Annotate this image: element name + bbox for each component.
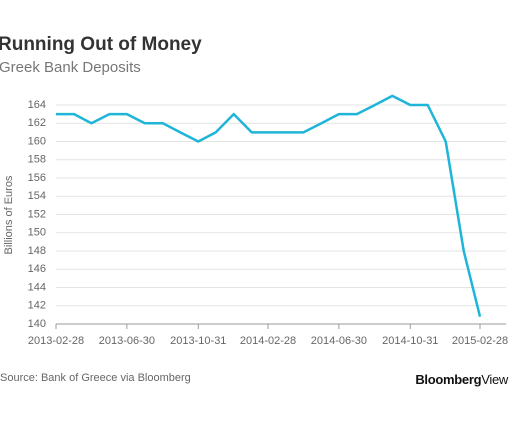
y-tick-label: 160 — [28, 135, 46, 147]
y-tick-label: 140 — [28, 318, 46, 330]
y-tick-label: 162 — [28, 117, 46, 129]
y-axis-label: Billions of Euros — [3, 175, 15, 254]
x-tick-label: 2014-06-30 — [311, 335, 367, 347]
logo-light: View — [481, 372, 509, 387]
y-tick-label: 156 — [28, 172, 46, 184]
x-tick-label: 2013-02-28 — [28, 335, 84, 347]
chart-title: Running Out of Money — [0, 34, 202, 55]
y-tick-label: 142 — [28, 300, 46, 312]
x-tick-label: 2014-10-31 — [382, 335, 438, 347]
x-tick-label: 2013-06-30 — [99, 335, 155, 347]
y-tick-label: 144 — [28, 281, 46, 293]
y-tick-label: 154 — [28, 190, 46, 202]
line — [56, 94, 482, 318]
y-tick-label: 146 — [28, 263, 46, 275]
y-tick-label: 158 — [28, 154, 46, 166]
x-tick-label: 2014-02-28 — [240, 335, 296, 347]
logo-bold: Bloomberg — [415, 372, 481, 387]
x-tick-label: 2015-02-28 — [452, 335, 508, 347]
y-tick-label: 164 — [28, 99, 46, 111]
source: Source: Bank of Greece via Bloomberg — [0, 372, 191, 384]
y-tick-label: 148 — [28, 245, 46, 257]
x-tick-label: 2013-10-31 — [170, 335, 226, 347]
chart-subtitle: Greek Bank Deposits — [0, 59, 141, 76]
logo: BloombergView — [415, 372, 509, 387]
y-tick-label: 152 — [28, 208, 46, 220]
y-tick-label: 150 — [28, 227, 46, 239]
